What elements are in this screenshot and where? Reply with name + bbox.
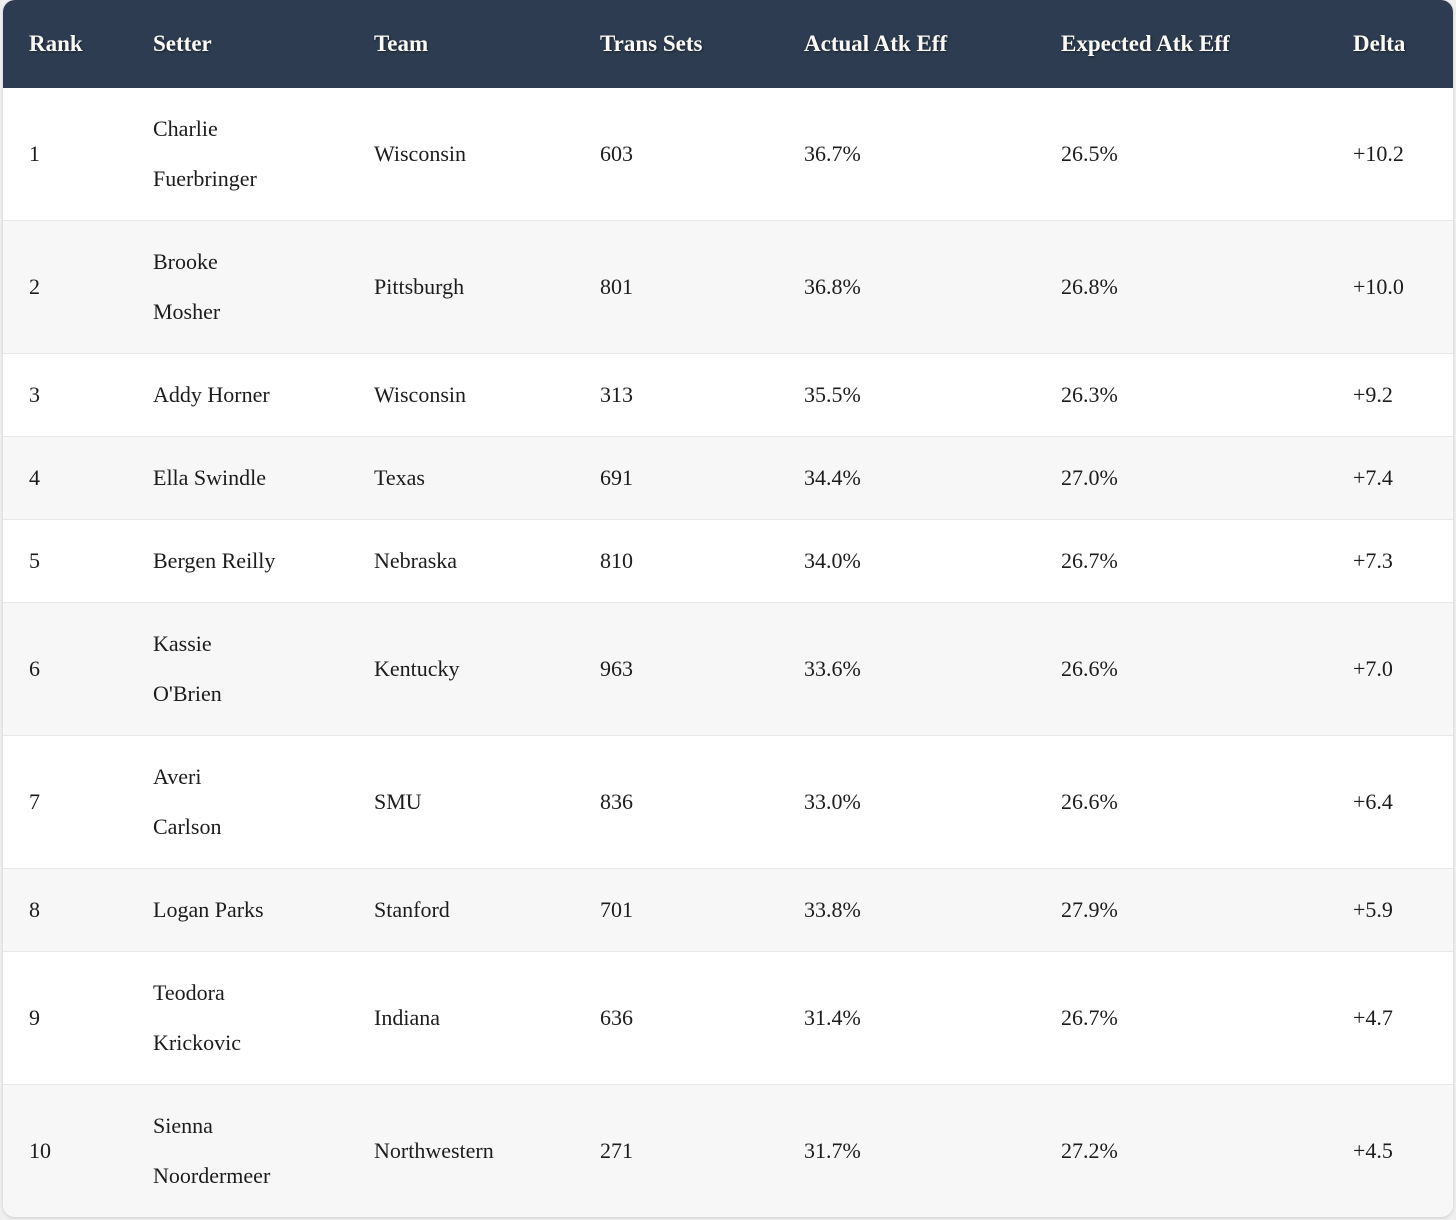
- table-row: 4 Ella Swindle Texas 691 34.4% 27.0% +7.4: [3, 436, 1453, 520]
- cell-trans_sets: 313: [600, 353, 804, 437]
- cell-expected_atk_eff: 26.6%: [1061, 735, 1353, 869]
- cell-trans_sets: 636: [600, 951, 804, 1085]
- cell-delta: +7.0: [1353, 602, 1453, 736]
- cell-actual_atk_eff: 33.0%: [804, 735, 1061, 869]
- cell-setter: Bergen Reilly: [153, 519, 374, 603]
- table-row: 8 Logan Parks Stanford 701 33.8% 27.9% +5.9: [3, 868, 1453, 952]
- cell-team: Northwestern: [374, 1084, 600, 1217]
- cell-team: Pittsburgh: [374, 220, 600, 354]
- table-row: 2 Brooke Mosher Pittsburgh 801 36.8% 26.8% +10…: [3, 220, 1453, 354]
- table-header-row: Rank Setter Team Trans Sets Actual Atk Eff Ex…: [3, 0, 1453, 88]
- setter-impact-table: Rank Setter Team Trans Sets Actual Atk Eff Ex…: [3, 0, 1453, 1217]
- column-header-rank: Rank: [3, 0, 153, 88]
- cell-team: Kentucky: [374, 602, 600, 736]
- cell-delta: +5.9: [1353, 868, 1453, 952]
- column-header-trans_sets: Trans Sets: [600, 0, 804, 88]
- table-row: 10 Sienna Noordermeer Northwestern 271 31.7%…: [3, 1084, 1453, 1217]
- column-header-team: Team: [374, 0, 600, 88]
- cell-rank: 4: [3, 436, 153, 520]
- cell-setter: Brooke Mosher: [153, 220, 374, 354]
- table-row: 6 Kassie O'Brien Kentucky 963 33.6% 26.6% +7.0: [3, 602, 1453, 736]
- column-header-expected_atk_eff: Expected Atk Eff: [1061, 0, 1353, 88]
- cell-delta: +10.2: [1353, 88, 1453, 221]
- cell-team: Wisconsin: [374, 353, 600, 437]
- cell-team: Indiana: [374, 951, 600, 1085]
- cell-actual_atk_eff: 31.7%: [804, 1084, 1061, 1217]
- cell-expected_atk_eff: 26.7%: [1061, 519, 1353, 603]
- cell-expected_atk_eff: 26.6%: [1061, 602, 1353, 736]
- cell-delta: +10.0: [1353, 220, 1453, 354]
- cell-setter: Sienna Noordermeer: [153, 1084, 374, 1217]
- setter-impact-table-card: Rank Setter Team Trans Sets Actual Atk Eff Ex…: [3, 0, 1453, 1217]
- cell-setter: Kassie O'Brien: [153, 602, 374, 736]
- table-row: 3 Addy Horner Wisconsin 313 35.5% 26.3% +9.2: [3, 353, 1453, 437]
- cell-delta: +4.5: [1353, 1084, 1453, 1217]
- cell-setter: Charlie Fuerbringer: [153, 88, 374, 221]
- cell-expected_atk_eff: 26.8%: [1061, 220, 1353, 354]
- cell-rank: 10: [3, 1084, 153, 1217]
- cell-actual_atk_eff: 36.8%: [804, 220, 1061, 354]
- cell-expected_atk_eff: 27.2%: [1061, 1084, 1353, 1217]
- cell-actual_atk_eff: 33.6%: [804, 602, 1061, 736]
- cell-expected_atk_eff: 26.3%: [1061, 353, 1353, 437]
- cell-actual_atk_eff: 36.7%: [804, 88, 1061, 221]
- cell-actual_atk_eff: 34.4%: [804, 436, 1061, 520]
- cell-trans_sets: 810: [600, 519, 804, 603]
- cell-rank: 5: [3, 519, 153, 603]
- cell-setter: Averi Carlson: [153, 735, 374, 869]
- cell-rank: 1: [3, 88, 153, 221]
- cell-expected_atk_eff: 27.9%: [1061, 868, 1353, 952]
- cell-actual_atk_eff: 33.8%: [804, 868, 1061, 952]
- cell-expected_atk_eff: 26.5%: [1061, 88, 1353, 221]
- cell-trans_sets: 701: [600, 868, 804, 952]
- table-row: 7 Averi Carlson SMU 836 33.0% 26.6% +6.4: [3, 735, 1453, 869]
- table-row: 1 Charlie Fuerbringer Wisconsin 603 36.7% 26.…: [3, 88, 1453, 221]
- cell-team: SMU: [374, 735, 600, 869]
- cell-trans_sets: 603: [600, 88, 804, 221]
- cell-delta: +6.4: [1353, 735, 1453, 869]
- table-row: 9 Teodora Krickovic Indiana 636 31.4% 26.7% +4…: [3, 951, 1453, 1085]
- cell-delta: +7.3: [1353, 519, 1453, 603]
- cell-actual_atk_eff: 34.0%: [804, 519, 1061, 603]
- cell-rank: 3: [3, 353, 153, 437]
- column-header-delta: Delta: [1353, 0, 1453, 88]
- cell-team: Nebraska: [374, 519, 600, 603]
- cell-team: Texas: [374, 436, 600, 520]
- cell-setter: Logan Parks: [153, 868, 374, 952]
- cell-trans_sets: 691: [600, 436, 804, 520]
- cell-rank: 8: [3, 868, 153, 952]
- cell-delta: +9.2: [1353, 353, 1453, 437]
- cell-trans_sets: 271: [600, 1084, 804, 1217]
- cell-rank: 2: [3, 220, 153, 354]
- cell-team: Stanford: [374, 868, 600, 952]
- column-header-setter: Setter: [153, 0, 374, 88]
- cell-trans_sets: 836: [600, 735, 804, 869]
- cell-setter: Teodora Krickovic: [153, 951, 374, 1085]
- cell-setter: Addy Horner: [153, 353, 374, 437]
- cell-actual_atk_eff: 35.5%: [804, 353, 1061, 437]
- cell-delta: +4.7: [1353, 951, 1453, 1085]
- cell-trans_sets: 801: [600, 220, 804, 354]
- cell-team: Wisconsin: [374, 88, 600, 221]
- cell-trans_sets: 963: [600, 602, 804, 736]
- cell-delta: +7.4: [1353, 436, 1453, 520]
- cell-setter: Ella Swindle: [153, 436, 374, 520]
- cell-expected_atk_eff: 27.0%: [1061, 436, 1353, 520]
- cell-expected_atk_eff: 26.7%: [1061, 951, 1353, 1085]
- cell-rank: 6: [3, 602, 153, 736]
- cell-rank: 9: [3, 951, 153, 1085]
- cell-actual_atk_eff: 31.4%: [804, 951, 1061, 1085]
- table-row: 5 Bergen Reilly Nebraska 810 34.0% 26.7% +7.3: [3, 519, 1453, 603]
- column-header-actual_atk_eff: Actual Atk Eff: [804, 0, 1061, 88]
- cell-rank: 7: [3, 735, 153, 869]
